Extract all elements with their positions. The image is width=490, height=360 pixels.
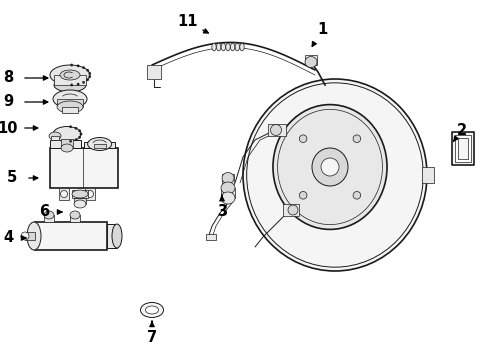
Ellipse shape — [243, 79, 427, 271]
Bar — [50, 148, 118, 188]
Bar — [54, 75, 86, 85]
Circle shape — [89, 72, 91, 75]
Circle shape — [353, 135, 361, 143]
Circle shape — [78, 136, 81, 138]
Circle shape — [288, 205, 298, 215]
Ellipse shape — [70, 211, 80, 219]
Text: 4: 4 — [3, 230, 13, 246]
Ellipse shape — [222, 172, 234, 184]
Circle shape — [77, 83, 79, 85]
Text: 2: 2 — [457, 122, 467, 138]
Circle shape — [21, 232, 29, 240]
Text: 9: 9 — [3, 94, 13, 109]
Ellipse shape — [60, 70, 80, 80]
Ellipse shape — [273, 105, 387, 229]
Bar — [70, 215, 80, 222]
Ellipse shape — [53, 90, 87, 108]
Bar — [61, 139, 73, 148]
Ellipse shape — [212, 43, 216, 51]
Ellipse shape — [230, 43, 235, 51]
Bar — [452, 132, 474, 165]
Bar — [85, 188, 95, 200]
Bar — [222, 174, 234, 184]
Bar — [221, 188, 235, 198]
Ellipse shape — [72, 190, 88, 198]
Bar — [94, 144, 106, 148]
Ellipse shape — [27, 222, 41, 250]
Ellipse shape — [141, 302, 164, 318]
Ellipse shape — [217, 43, 221, 51]
Ellipse shape — [112, 224, 122, 248]
Circle shape — [70, 126, 72, 128]
Bar — [62, 107, 78, 113]
Circle shape — [270, 125, 281, 135]
Ellipse shape — [235, 43, 240, 51]
Bar — [455, 135, 471, 162]
Ellipse shape — [226, 43, 230, 51]
Bar — [57, 99, 83, 107]
Circle shape — [71, 64, 73, 66]
Ellipse shape — [88, 138, 112, 150]
Circle shape — [78, 130, 81, 132]
Ellipse shape — [57, 101, 83, 113]
Circle shape — [87, 190, 94, 198]
Ellipse shape — [54, 78, 86, 92]
Circle shape — [77, 65, 79, 67]
Bar — [84, 142, 115, 148]
Ellipse shape — [44, 211, 54, 219]
Circle shape — [71, 84, 73, 86]
Bar — [74, 198, 86, 204]
Bar — [147, 65, 161, 79]
Text: 5: 5 — [7, 171, 17, 185]
Circle shape — [89, 76, 91, 78]
Ellipse shape — [49, 132, 61, 140]
Bar — [25, 232, 35, 240]
Bar — [35, 222, 107, 250]
Circle shape — [82, 67, 85, 69]
Circle shape — [75, 127, 77, 130]
Circle shape — [299, 135, 307, 143]
Ellipse shape — [312, 148, 348, 186]
Ellipse shape — [221, 182, 235, 194]
Ellipse shape — [240, 43, 244, 51]
Bar — [72, 190, 88, 198]
Text: 7: 7 — [147, 330, 157, 346]
Text: 10: 10 — [0, 121, 18, 135]
Bar — [59, 188, 69, 200]
Circle shape — [353, 192, 361, 199]
Text: 3: 3 — [217, 204, 227, 220]
Bar — [283, 204, 299, 216]
Bar — [107, 224, 117, 248]
Bar — [206, 234, 216, 240]
Ellipse shape — [74, 200, 86, 208]
Ellipse shape — [146, 306, 158, 314]
Ellipse shape — [53, 126, 81, 141]
Ellipse shape — [50, 65, 90, 85]
Text: 8: 8 — [3, 71, 13, 85]
Text: 1: 1 — [317, 22, 327, 37]
Bar — [50, 140, 80, 148]
Text: 6: 6 — [39, 204, 49, 220]
Bar — [51, 136, 59, 140]
Circle shape — [80, 133, 82, 135]
Bar — [305, 55, 317, 65]
Circle shape — [70, 140, 72, 143]
Bar — [44, 215, 54, 222]
Ellipse shape — [61, 144, 73, 152]
Circle shape — [75, 139, 77, 141]
Circle shape — [86, 69, 89, 71]
Ellipse shape — [221, 192, 235, 204]
Circle shape — [321, 158, 339, 176]
Circle shape — [299, 192, 307, 199]
Bar — [458, 138, 468, 159]
Circle shape — [82, 81, 85, 84]
Circle shape — [86, 78, 89, 81]
Text: 11: 11 — [178, 14, 198, 30]
Circle shape — [60, 190, 68, 198]
Bar — [422, 167, 434, 183]
Ellipse shape — [305, 57, 317, 68]
Bar — [268, 124, 286, 136]
Ellipse shape — [221, 43, 225, 51]
